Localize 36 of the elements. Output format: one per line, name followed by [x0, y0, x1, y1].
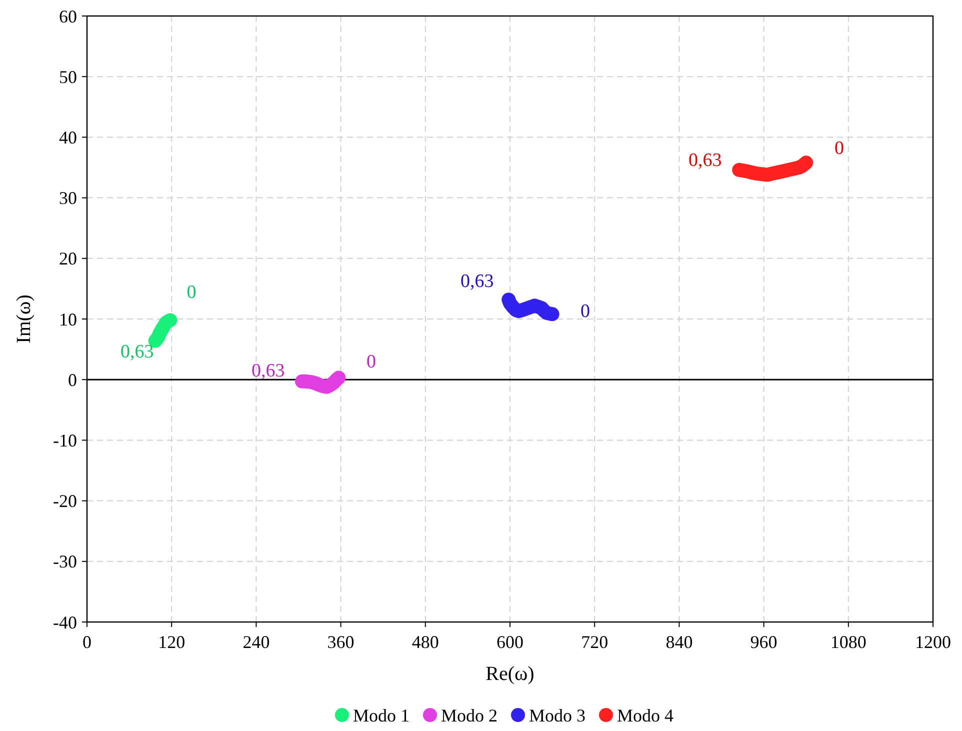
y-tick-label: 50 — [59, 66, 77, 87]
annotation: 0 — [834, 138, 844, 159]
annotation: 0,63 — [688, 150, 722, 172]
x-tick-label: 480 — [412, 632, 439, 652]
legend-label: Modo 2 — [441, 705, 498, 726]
y-tick-label: -20 — [53, 491, 77, 512]
x-axis-title: Re(ω) — [486, 663, 534, 685]
annotation: 0 — [186, 282, 196, 304]
y-tick-label: 40 — [59, 128, 77, 148]
annotation: 0,63 — [120, 342, 154, 363]
y-tick-label: -40 — [53, 612, 77, 632]
y-tick-label: -30 — [53, 552, 77, 572]
y-tick-label: 0 — [68, 370, 77, 390]
x-tick-label: 1080 — [830, 632, 866, 652]
x-tick-label: 0 — [82, 632, 92, 652]
y-axis-title: Im(ω) — [13, 294, 35, 344]
y-tick-label: 60 — [59, 6, 77, 26]
y-tick-label: 30 — [59, 188, 77, 208]
x-tick-label: 720 — [581, 632, 608, 652]
x-tick-label: 840 — [666, 632, 693, 652]
x-tick-label: 600 — [496, 632, 524, 652]
y-tick-label: -10 — [53, 430, 77, 450]
annotation: 0 — [366, 351, 376, 372]
legend-label: Modo 3 — [529, 705, 586, 726]
annotation: 0 — [580, 300, 590, 322]
x-tick-label: 1200 — [915, 632, 951, 652]
annotation: 0,63 — [460, 271, 494, 292]
y-tick-label: 20 — [59, 248, 77, 269]
annotation: 0,63 — [251, 360, 285, 382]
x-tick-label: 120 — [158, 632, 186, 652]
y-tick-label: 10 — [59, 309, 77, 330]
x-tick-label: 960 — [750, 632, 778, 652]
legend-label: Modo 1 — [353, 705, 410, 726]
legend-label: Modo 4 — [617, 705, 674, 726]
x-tick-label: 360 — [327, 632, 354, 652]
x-tick-label: 240 — [242, 632, 270, 652]
